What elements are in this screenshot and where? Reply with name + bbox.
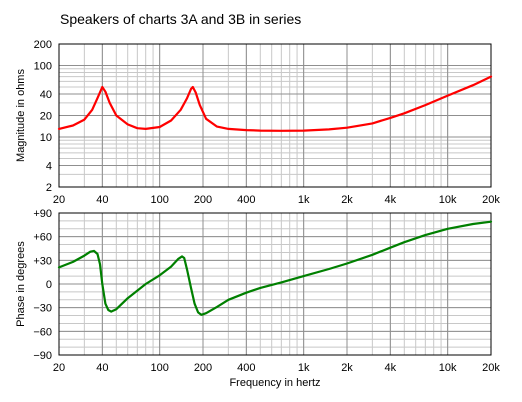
x-tick-label: 4k	[385, 362, 397, 374]
y-tick-label: −60	[33, 326, 52, 338]
x-tick-label: 200	[194, 194, 212, 206]
series-line	[57, 75, 493, 132]
x-tick-label: 200	[194, 362, 212, 374]
plot-frame	[58, 43, 492, 188]
y-tick-label: 40	[40, 89, 52, 101]
y-tick-label: 10	[40, 132, 52, 144]
y-tick-label: +30	[33, 255, 52, 267]
x-tick-label: 1k	[298, 362, 310, 374]
x-tick-label: 1k	[298, 194, 310, 206]
series-line	[57, 220, 493, 316]
x-tick-label: 4k	[385, 194, 397, 206]
x-tick-label: 400	[237, 362, 255, 374]
x-tick-label: 20k	[482, 194, 500, 206]
y-tick-label: 4	[46, 160, 52, 172]
x-tick-label: 20	[53, 362, 65, 374]
y-tick-label: +60	[33, 232, 52, 244]
x-tick-label: 100	[150, 194, 168, 206]
x-axis-label: Frequency in hertz	[229, 377, 320, 389]
x-tick-label: 10k	[439, 194, 457, 206]
y-tick-label: 100	[34, 61, 52, 73]
y-tick-label: 2	[46, 182, 52, 194]
x-tick-label: 2k	[341, 362, 353, 374]
y-tick-label: 0	[46, 279, 52, 291]
x-tick-label: 400	[237, 194, 255, 206]
x-tick-label: 20k	[482, 362, 500, 374]
plot-frame	[58, 212, 492, 356]
y-tick-label: 20	[40, 111, 52, 123]
x-tick-label: 100	[150, 362, 168, 374]
y-tick-label: −90	[33, 350, 52, 362]
x-tick-label: 20	[53, 194, 65, 206]
chart-title: Speakers of charts 3A and 3B in series	[60, 11, 301, 27]
x-tick-label: 2k	[341, 194, 353, 206]
y-tick-label: 200	[34, 39, 52, 51]
x-tick-label: 10k	[439, 362, 457, 374]
y-tick-label: −30	[33, 303, 52, 315]
x-tick-label: 40	[96, 362, 108, 374]
y-axis-label: Phase in degrees	[15, 241, 27, 327]
y-tick-label: +90	[33, 208, 52, 220]
x-tick-label: 40	[96, 194, 108, 206]
y-axis-label: Magnitude in ohms	[15, 69, 27, 162]
